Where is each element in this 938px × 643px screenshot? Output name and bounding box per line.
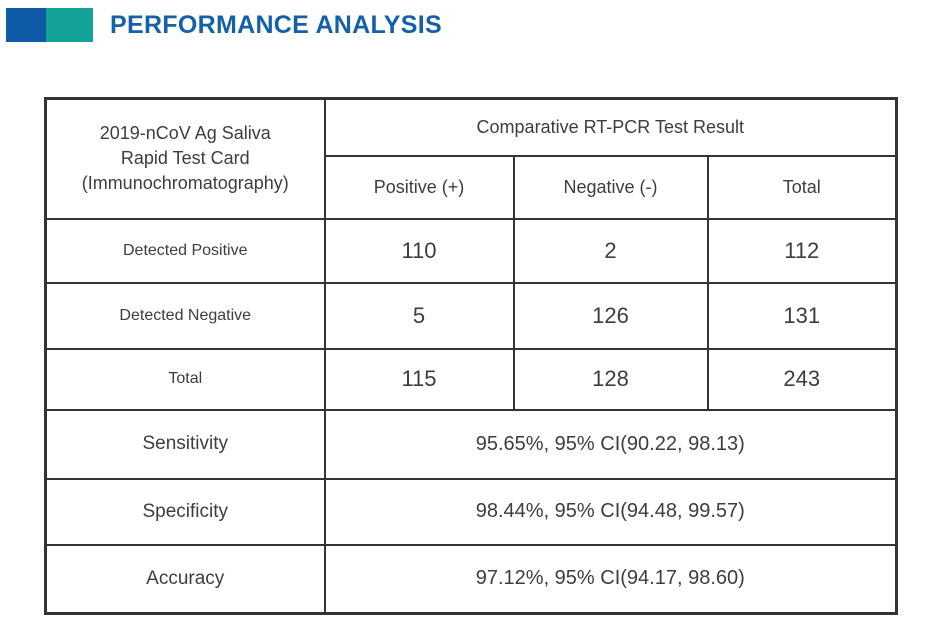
table-row: Positive (+) Negative (-) Total xyxy=(46,154,898,220)
table-row: Accuracy 97.12%, 95% CI(94.17, 98.60) xyxy=(44,543,898,615)
row-label-total: Total xyxy=(44,347,326,411)
accent-square-teal xyxy=(46,8,93,42)
page-header: PERFORMANCE ANALYSIS xyxy=(6,8,442,42)
table-row: Total 115 128 243 xyxy=(44,347,898,411)
table-row: 2019-nCoV Ag Saliva Rapid Test Card (Imm… xyxy=(44,97,898,220)
stat-label-sensitivity: Sensitivity xyxy=(44,408,326,480)
corner-header-cell: 2019-nCoV Ag Saliva Rapid Test Card (Imm… xyxy=(44,97,326,220)
col-header-total: Total xyxy=(706,154,898,220)
row-label-detected-negative: Detected Negative xyxy=(44,281,326,350)
value-cell: 115 xyxy=(323,347,515,411)
value-cell: 112 xyxy=(706,217,898,284)
performance-table: 2019-nCoV Ag Saliva Rapid Test Card (Imm… xyxy=(44,97,899,615)
corner-line-3: (Immunochromatography) xyxy=(81,173,289,194)
value-cell: 126 xyxy=(512,281,709,350)
corner-line-2: Rapid Test Card xyxy=(120,148,250,169)
col-header-positive: Positive (+) xyxy=(323,154,515,220)
row-label-detected-positive: Detected Positive xyxy=(44,217,326,284)
accent-square-blue xyxy=(6,8,46,42)
table-row: Detected Negative 5 126 131 xyxy=(44,281,898,350)
col-header-negative: Negative (-) xyxy=(512,154,709,220)
corner-line-1: 2019-nCoV Ag Saliva xyxy=(99,123,271,144)
page-title: PERFORMANCE ANALYSIS xyxy=(110,10,442,39)
table-row: Sensitivity 95.65%, 95% CI(90.22, 98.13) xyxy=(44,408,898,480)
stat-value-specificity: 98.44%, 95% CI(94.48, 99.57) xyxy=(323,477,898,546)
stat-value-sensitivity: 95.65%, 95% CI(90.22, 98.13) xyxy=(323,408,898,480)
stat-label-accuracy: Accuracy xyxy=(44,543,326,615)
group-header-cell: Comparative RT-PCR Test Result xyxy=(323,97,898,157)
value-cell: 128 xyxy=(512,347,709,411)
table-row: Detected Positive 110 2 112 xyxy=(44,217,898,284)
table-row: Specificity 98.44%, 95% CI(94.48, 99.57) xyxy=(44,477,898,546)
value-cell: 131 xyxy=(706,281,898,350)
value-cell: 5 xyxy=(323,281,515,350)
value-cell: 110 xyxy=(323,217,515,284)
value-cell: 243 xyxy=(706,347,898,411)
stat-label-specificity: Specificity xyxy=(44,477,326,546)
stat-value-accuracy: 97.12%, 95% CI(94.17, 98.60) xyxy=(323,543,898,615)
value-cell: 2 xyxy=(512,217,709,284)
